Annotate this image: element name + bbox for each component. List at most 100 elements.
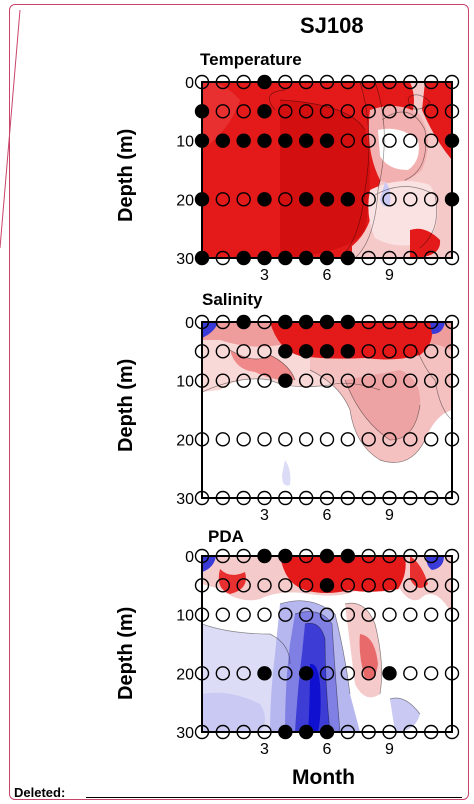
salinity-sample-marker <box>403 490 418 506</box>
pda-sample-marker <box>423 724 439 740</box>
temperature-sample-marker <box>257 104 272 119</box>
temperature-sample-marker <box>215 192 231 207</box>
salinity-sample-marker <box>236 344 251 359</box>
salinity-sample-marker <box>382 314 397 330</box>
pda-y-tick-label: 0 <box>185 549 194 566</box>
salinity-x-tick-label: 3 <box>260 507 269 524</box>
temperature-sample-marker <box>444 74 460 90</box>
pda-sample-marker <box>194 548 210 564</box>
temperature-sample-marker <box>423 133 439 148</box>
salinity-panel-title: Salinity <box>202 290 263 309</box>
pda-sample-marker <box>423 607 439 622</box>
salinity-sample-marker <box>278 432 293 447</box>
pda-sample-marker <box>278 607 293 622</box>
pda-sample-marker <box>403 666 418 681</box>
salinity-sample-marker <box>257 344 272 359</box>
salinity-sample-marker <box>298 432 314 447</box>
salinity-sample-marker <box>194 373 210 388</box>
pda-sample-marker <box>215 578 231 593</box>
pda-y-ticks: 0 10 20 30 <box>176 549 194 742</box>
pda-sample-marker <box>361 578 376 593</box>
pda-y-tick-label: 30 <box>176 725 194 742</box>
temperature-sample-marker <box>194 74 210 90</box>
salinity-sample-marker <box>361 373 376 388</box>
pda-sample-marker <box>319 724 335 740</box>
temperature-sample-marker <box>423 104 439 119</box>
salinity-sample-marker <box>403 432 418 447</box>
salinity-sample-marker <box>194 344 210 359</box>
temperature-sample-marker <box>257 192 272 207</box>
pda-sample-marker <box>403 548 418 564</box>
pda-sample-markers <box>194 548 460 740</box>
pda-sample-marker <box>382 548 397 564</box>
temperature-sample-marker <box>403 250 418 266</box>
pda-sample-marker <box>278 724 293 740</box>
salinity-sample-marker <box>361 490 376 506</box>
salinity-y-tick-label: 10 <box>176 374 194 391</box>
salinity-sample-marker <box>423 344 439 359</box>
temperature-sample-marker <box>278 74 293 90</box>
temperature-panel-title: Temperature <box>200 50 302 69</box>
temperature-sample-marker <box>257 250 272 266</box>
salinity-sample-marker <box>340 432 356 447</box>
salinity-sample-marker <box>257 314 272 330</box>
temperature-sample-marker <box>298 74 314 90</box>
temperature-sample-marker <box>340 133 356 148</box>
temperature-sample-marker <box>361 250 376 266</box>
salinity-sample-marker <box>194 490 210 506</box>
temperature-sample-marker <box>340 104 356 119</box>
pda-sample-marker <box>236 578 251 593</box>
pda-x-ticks: 3 6 9 <box>260 741 394 758</box>
pda-sample-marker <box>278 548 293 564</box>
temperature-sample-marker <box>215 133 231 148</box>
pda-sample-marker <box>215 666 231 681</box>
temperature-sample-marker <box>194 192 210 207</box>
temperature-sample-marker <box>278 133 293 148</box>
salinity-sample-markers <box>194 314 460 506</box>
pda-x-tick-label: 3 <box>260 741 269 758</box>
pda-chart: 0 10 20 30 3 6 9 <box>176 548 460 758</box>
salinity-sample-marker <box>236 432 251 447</box>
temperature-sample-marker <box>236 104 251 119</box>
temperature-sample-marker <box>361 133 376 148</box>
temperature-sample-marker <box>444 250 460 266</box>
pda-sample-marker <box>340 578 356 593</box>
temperature-sample-marker <box>236 192 251 207</box>
temperature-sample-marker <box>257 74 272 90</box>
pda-sample-marker <box>215 607 231 622</box>
pda-sample-marker <box>382 578 397 593</box>
salinity-sample-marker <box>382 490 397 506</box>
pda-sample-marker <box>257 607 272 622</box>
pda-sample-marker <box>382 607 397 622</box>
temperature-sample-marker <box>236 133 251 148</box>
temperature-sample-marker <box>278 192 293 207</box>
temperature-sample-marker <box>215 74 231 90</box>
salinity-sample-marker <box>319 432 335 447</box>
pda-sample-marker <box>444 607 460 622</box>
salinity-sample-marker <box>423 373 439 388</box>
pda-x-tick-label: 6 <box>323 741 332 758</box>
salinity-sample-marker <box>236 373 251 388</box>
pda-sample-marker <box>382 724 397 740</box>
salinity-chart: 0 10 20 30 3 6 9 <box>176 314 460 524</box>
salinity-sample-marker <box>319 344 335 359</box>
pda-sample-marker <box>444 548 460 564</box>
pda-sample-marker <box>298 666 314 681</box>
salinity-x-ticks: 3 6 9 <box>260 507 394 524</box>
pda-panel-title: PDA <box>208 527 244 546</box>
temperature-sample-marker <box>215 104 231 119</box>
salinity-sample-marker <box>444 432 460 447</box>
salinity-sample-marker <box>319 373 335 388</box>
salinity-sample-marker <box>319 490 335 506</box>
salinity-x-tick-label: 9 <box>385 507 394 524</box>
pda-sample-marker <box>319 548 335 564</box>
salinity-sample-marker <box>319 314 335 330</box>
pda-sample-marker <box>194 607 210 622</box>
pda-sample-marker <box>215 548 231 564</box>
pda-sample-marker <box>423 548 439 564</box>
deleted-annotation-label: Deleted: <box>14 785 66 800</box>
salinity-sample-marker <box>361 314 376 330</box>
temperature-sample-marker <box>257 133 272 148</box>
salinity-sample-marker <box>403 344 418 359</box>
salinity-sample-marker <box>423 490 439 506</box>
